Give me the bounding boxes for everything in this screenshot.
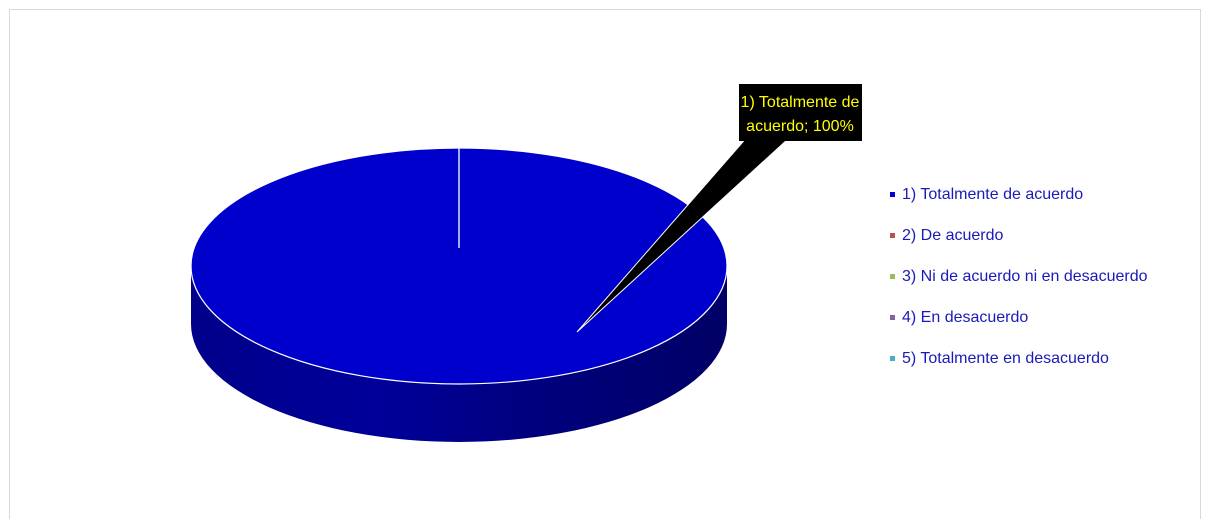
legend-item-5: 5) Totalmente en desacuerdo <box>890 347 1148 388</box>
legend-label-2: 2) De acuerdo <box>902 227 1004 244</box>
chart-area: 1) Totalmente de acuerdo; 100% 1) Totalme… <box>9 9 1201 519</box>
legend-item-2: 2) De acuerdo <box>890 224 1148 265</box>
legend-label-3: 3) Ni de acuerdo ni en desacuerdo <box>902 268 1148 285</box>
legend-swatch-4 <box>890 314 895 320</box>
pie-slice-side-1 <box>191 266 727 442</box>
legend-swatch-1 <box>890 191 895 197</box>
legend-swatch-2 <box>890 232 895 238</box>
data-label-line-1: 1) Totalmente de <box>741 94 860 111</box>
legend: 1) Totalmente de acuerdo 2) De acuerdo 3… <box>890 183 1148 388</box>
legend-swatch-3 <box>890 273 895 279</box>
legend-label-4: 4) En desacuerdo <box>902 309 1029 326</box>
legend-item-3: 3) Ni de acuerdo ni en desacuerdo <box>890 265 1148 306</box>
legend-swatch-5 <box>890 355 895 361</box>
legend-item-1: 1) Totalmente de acuerdo <box>890 183 1148 224</box>
legend-label-1: 1) Totalmente de acuerdo <box>902 186 1084 203</box>
pie-chart: 1) Totalmente de acuerdo; 100% <box>190 84 862 442</box>
legend-label-5: 5) Totalmente en desacuerdo <box>902 350 1109 367</box>
data-label-box <box>739 84 862 141</box>
legend-item-4: 4) En desacuerdo <box>890 306 1148 347</box>
data-label-line-2: acuerdo; 100% <box>746 118 854 135</box>
